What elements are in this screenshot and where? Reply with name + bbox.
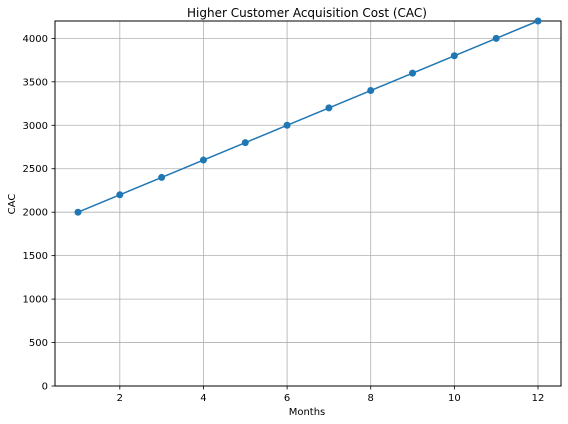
x-tick-label: 10 (448, 393, 461, 404)
y-tick-label: 500 (29, 338, 48, 349)
y-tick-label: 4000 (23, 34, 48, 45)
data-point (409, 69, 417, 77)
y-tick-label: 1500 (23, 251, 48, 262)
x-tick-label: 8 (368, 393, 374, 404)
y-axis-label: CAC (7, 194, 18, 215)
y-tick-label: 2500 (23, 164, 48, 175)
y-tick-label: 3500 (23, 77, 48, 88)
data-point (116, 191, 124, 199)
data-point (367, 87, 375, 95)
series-line (77, 20, 539, 213)
data-point (325, 104, 333, 112)
y-tick-label: 0 (42, 382, 48, 393)
series-markers (74, 17, 542, 216)
data-point (158, 173, 166, 181)
data-point (450, 52, 458, 60)
data-point (241, 139, 249, 147)
x-tick-label: 12 (532, 393, 545, 404)
data-point (492, 34, 500, 42)
chart-title: Higher Customer Acquisition Cost (CAC) (187, 6, 427, 20)
x-tick-label: 2 (117, 393, 123, 404)
y-tick-label: 3000 (23, 121, 48, 132)
data-point (534, 17, 542, 25)
x-tick-label: 6 (284, 393, 290, 404)
data-point (283, 121, 291, 129)
plot-area-frame (54, 20, 562, 387)
x-tick-label: 4 (200, 393, 206, 404)
y-tick-label: 1000 (23, 295, 48, 306)
x-axis-label: Months (289, 407, 326, 418)
data-point (199, 156, 207, 164)
y-tick-label: 2000 (23, 208, 48, 219)
data-point (74, 208, 82, 216)
y-axis: 0 500 1000 1500 2000 2500 3000 3500 4000 (23, 34, 55, 393)
x-axis: 2 4 6 8 10 12 (117, 386, 545, 404)
grid-lines (55, 21, 561, 387)
